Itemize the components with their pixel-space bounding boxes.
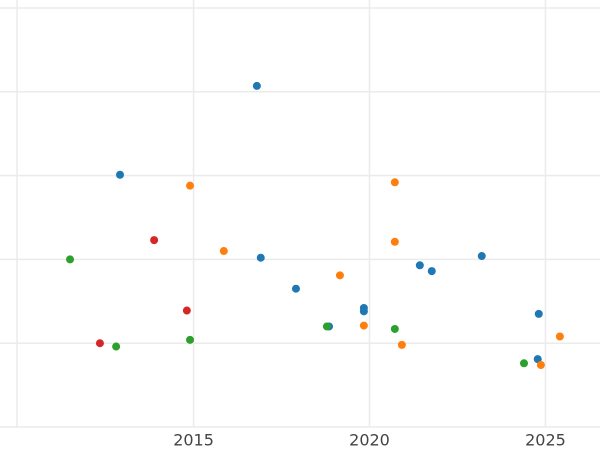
point [536, 360, 545, 369]
point [534, 309, 543, 318]
point [186, 335, 195, 344]
point [291, 284, 300, 293]
point [397, 340, 406, 349]
point [150, 236, 159, 245]
point [219, 247, 228, 256]
point [359, 321, 368, 330]
point [427, 267, 436, 276]
point [415, 261, 424, 270]
point [390, 178, 399, 187]
point [112, 342, 121, 351]
point [390, 237, 399, 246]
point [182, 306, 191, 315]
point [256, 253, 265, 262]
point [335, 271, 344, 280]
point [533, 355, 542, 364]
x-tick-label: 2020 [349, 431, 390, 450]
point [322, 322, 331, 331]
point [519, 359, 528, 368]
point [390, 324, 399, 333]
point [95, 339, 104, 348]
point [477, 252, 486, 261]
point [186, 181, 195, 190]
x-tick-label: 2025 [525, 431, 566, 450]
point [359, 307, 368, 316]
point [555, 332, 564, 341]
point [116, 170, 124, 179]
point [66, 255, 75, 264]
point [252, 81, 261, 90]
x-tick-label: 2015 [173, 431, 214, 450]
